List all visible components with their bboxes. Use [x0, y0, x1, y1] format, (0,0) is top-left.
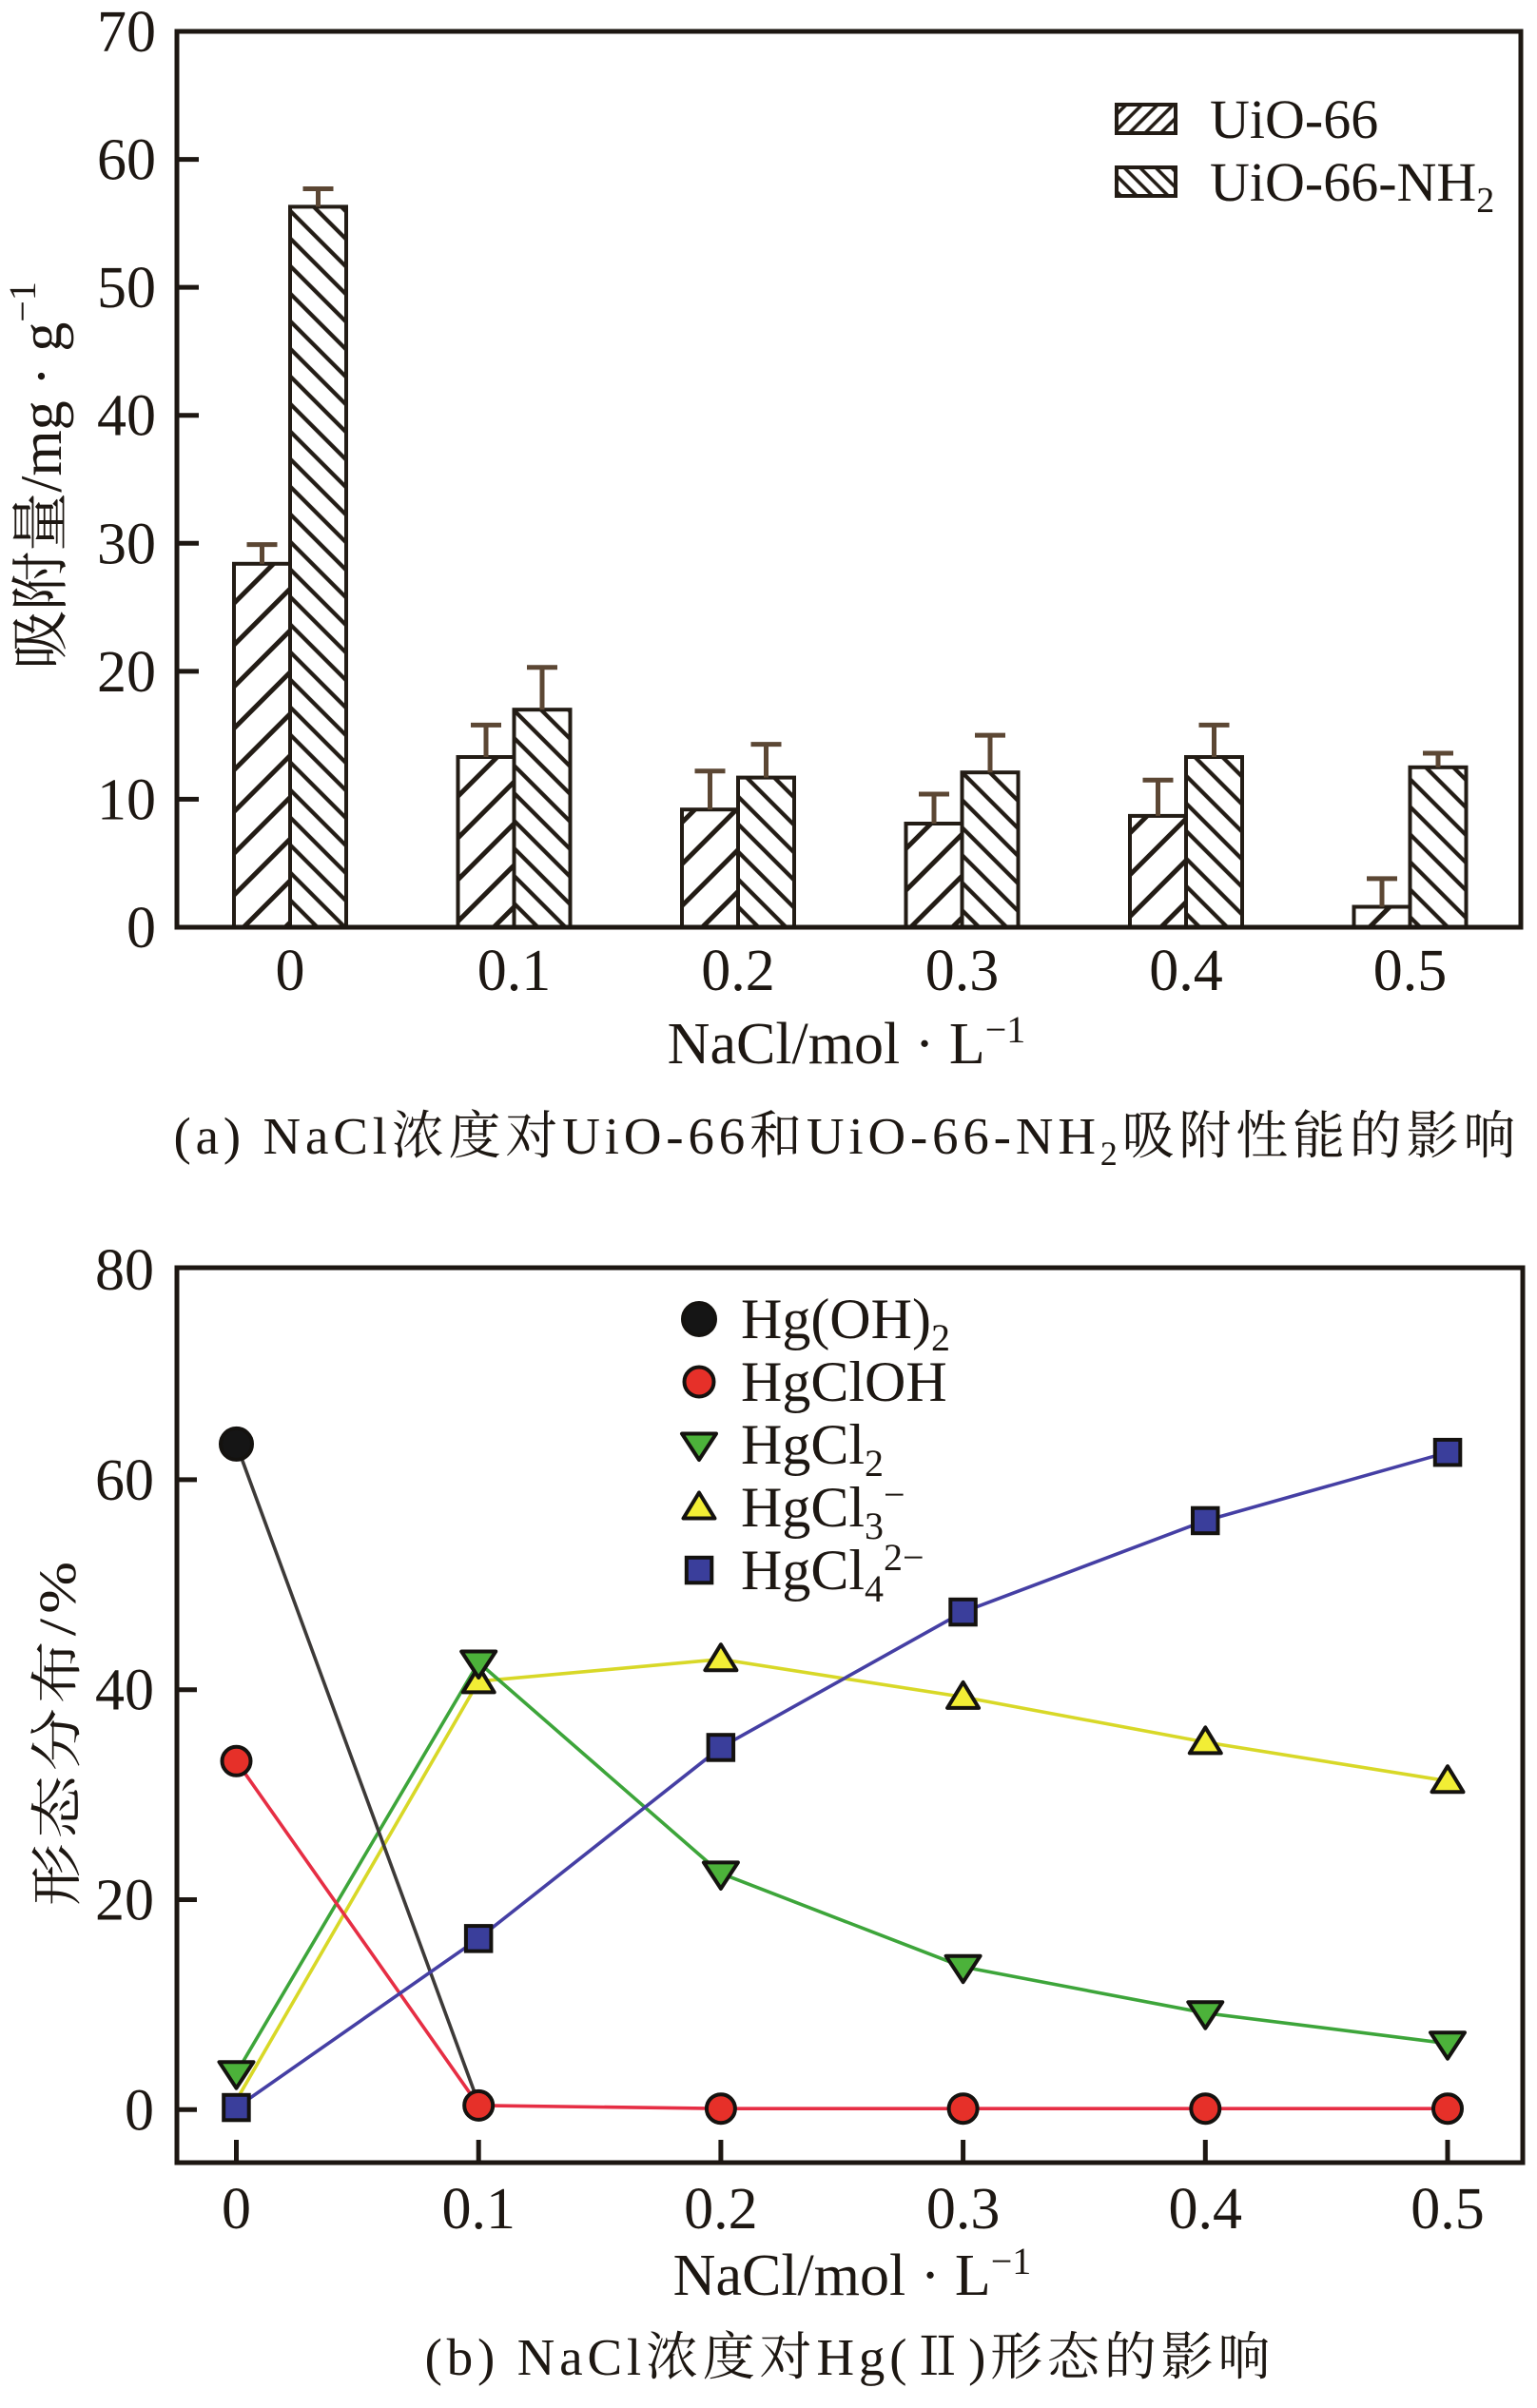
svg-text:10: 10: [97, 767, 156, 832]
svg-text:20: 20: [97, 640, 156, 705]
svg-text:UiO-66-NH2: UiO-66-NH2: [1210, 151, 1494, 221]
svg-text:80: 80: [95, 1238, 154, 1303]
svg-text:UiO-66: UiO-66: [1210, 88, 1378, 150]
svg-text:20: 20: [95, 1869, 154, 1933]
svg-text:40: 40: [95, 1659, 154, 1723]
svg-text:0.3: 0.3: [925, 939, 1000, 1003]
svg-text:0.1: 0.1: [477, 939, 552, 1003]
svg-text:0.4: 0.4: [1169, 2177, 1243, 2242]
svg-text:0.4: 0.4: [1149, 939, 1223, 1003]
svg-text:Hg(OH)2: Hg(OH)2: [741, 1288, 950, 1359]
svg-text:0.2: 0.2: [684, 2177, 758, 2242]
svg-text:30: 30: [97, 512, 156, 576]
svg-text:0: 0: [276, 939, 305, 1003]
svg-text:70: 70: [97, 0, 156, 65]
svg-text:50: 50: [97, 256, 156, 320]
svg-text:0.1: 0.1: [441, 2177, 516, 2242]
svg-text:40: 40: [97, 384, 156, 449]
svg-text:HgCl2: HgCl2: [741, 1413, 884, 1485]
svg-text:60: 60: [95, 1448, 154, 1513]
svg-text:60: 60: [97, 128, 156, 193]
svg-text:HgClOH: HgClOH: [741, 1350, 947, 1413]
svg-text:0: 0: [125, 2078, 154, 2143]
svg-text:NaCl/mol · L−1: NaCl/mol · L−1: [668, 1008, 1026, 1077]
svg-text:NaCl/mol · L−1: NaCl/mol · L−1: [673, 2240, 1032, 2308]
svg-text:0.5: 0.5: [1411, 2177, 1485, 2242]
svg-text:0: 0: [126, 896, 156, 961]
svg-text:0.2: 0.2: [701, 939, 775, 1003]
svg-text:0: 0: [222, 2177, 251, 2242]
svg-text:0.3: 0.3: [926, 2177, 1001, 2242]
svg-text:0.5: 0.5: [1373, 939, 1448, 1003]
